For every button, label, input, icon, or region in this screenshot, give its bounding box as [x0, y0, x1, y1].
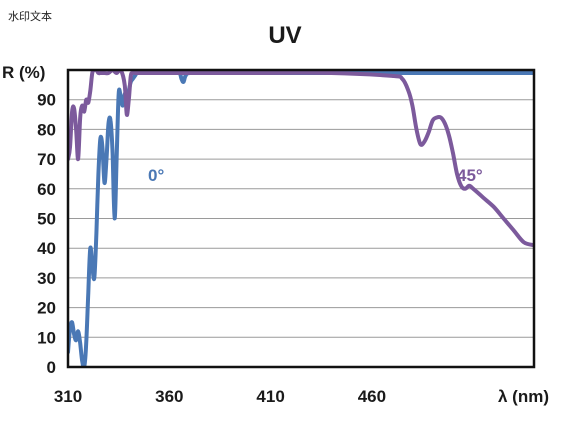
x-tick-label-310: 310 — [54, 387, 82, 406]
y-tick-label-0: 0 — [47, 358, 56, 377]
chart-title: UV — [268, 22, 302, 49]
plot-frame — [66, 68, 536, 369]
y-tick-label-20: 20 — [37, 299, 56, 318]
y-tick-label-30: 30 — [37, 269, 56, 288]
y-tick-labels: 0 10 20 30 40 50 60 70 80 90 — [37, 91, 56, 377]
series-0deg-annotation: 0° — [148, 166, 164, 185]
series-45deg-annotation: 45° — [457, 166, 483, 185]
series-line-1 — [68, 70, 534, 248]
y-tick-label-90: 90 — [37, 91, 56, 110]
x-tick-label-410: 410 — [256, 387, 284, 406]
y-axis-label: R (%) — [2, 63, 45, 82]
gridlines — [68, 99, 534, 338]
y-tick-label-80: 80 — [37, 120, 56, 139]
y-tick-label-70: 70 — [37, 150, 56, 169]
x-tick-label-460: 460 — [358, 387, 386, 406]
y-tick-label-50: 50 — [37, 210, 56, 229]
y-tick-label-10: 10 — [37, 328, 56, 347]
series-line-0 — [68, 70, 534, 367]
y-tick-label-40: 40 — [37, 239, 56, 258]
y-tick-label-60: 60 — [37, 180, 56, 199]
x-tick-label-360: 360 — [155, 387, 183, 406]
series-layer — [68, 70, 534, 367]
x-axis-label: λ (nm) — [498, 387, 549, 406]
watermark-text: 水印文本 — [8, 10, 52, 23]
x-tick-labels: 310 360 410 460 — [54, 387, 386, 406]
